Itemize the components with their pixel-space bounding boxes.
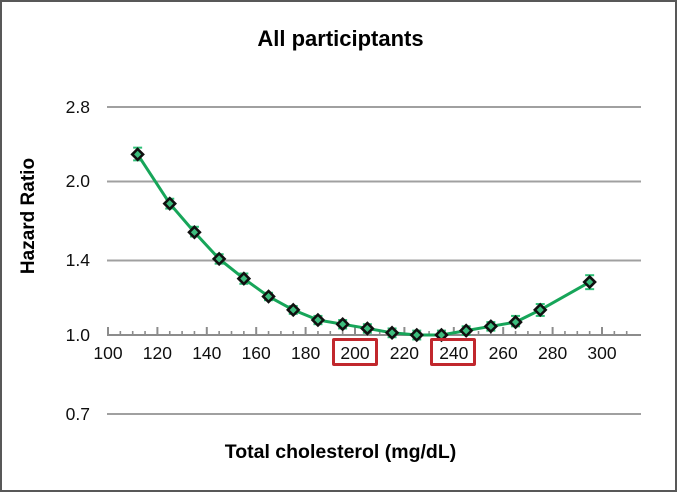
x-tick-label: 280	[537, 343, 568, 363]
data-point-marker	[261, 289, 276, 304]
y-tick-label: 0.7	[65, 404, 90, 424]
data-point-marker	[533, 302, 548, 318]
y-tick-label: 2.8	[65, 96, 90, 117]
y-tick-label: 1.4	[65, 250, 90, 271]
data-point-marker	[458, 323, 474, 338]
x-tick-label: 120	[142, 343, 172, 363]
data-point-marker	[211, 251, 227, 267]
x-tick-label: 160	[241, 343, 271, 363]
y-tick-label: 2.0	[65, 171, 90, 192]
x-tick-label: 200	[340, 343, 370, 363]
x-axis-title: Total cholesterol (mg/dL)	[224, 441, 457, 463]
x-tick-label: 100	[93, 343, 123, 363]
x-tick-label: 240	[439, 343, 469, 363]
data-point-marker	[508, 314, 523, 330]
x-tick-label: 220	[389, 343, 419, 363]
highlight-box-240	[430, 338, 477, 366]
x-tick-label: 140	[192, 343, 222, 363]
x-tick-label: 180	[290, 343, 321, 363]
chart-title: All participtants	[257, 26, 424, 51]
data-point-marker	[483, 319, 499, 334]
data-point-marker	[162, 196, 177, 211]
data-point-marker	[187, 225, 202, 240]
x-tick-label: 260	[488, 343, 518, 363]
data-point-marker	[384, 325, 400, 341]
y-tick-label: 1.0	[65, 325, 90, 345]
x-tick-label: 300	[587, 343, 617, 363]
data-point-marker	[310, 312, 326, 328]
data-point-marker	[409, 327, 424, 343]
data-point-marker	[335, 316, 350, 332]
data-point-marker	[360, 321, 375, 336]
data-point-marker	[236, 271, 252, 286]
data-point-marker	[130, 147, 145, 162]
highlight-box-200	[331, 338, 378, 366]
data-point-marker	[286, 302, 301, 318]
data-point-marker	[582, 274, 597, 290]
